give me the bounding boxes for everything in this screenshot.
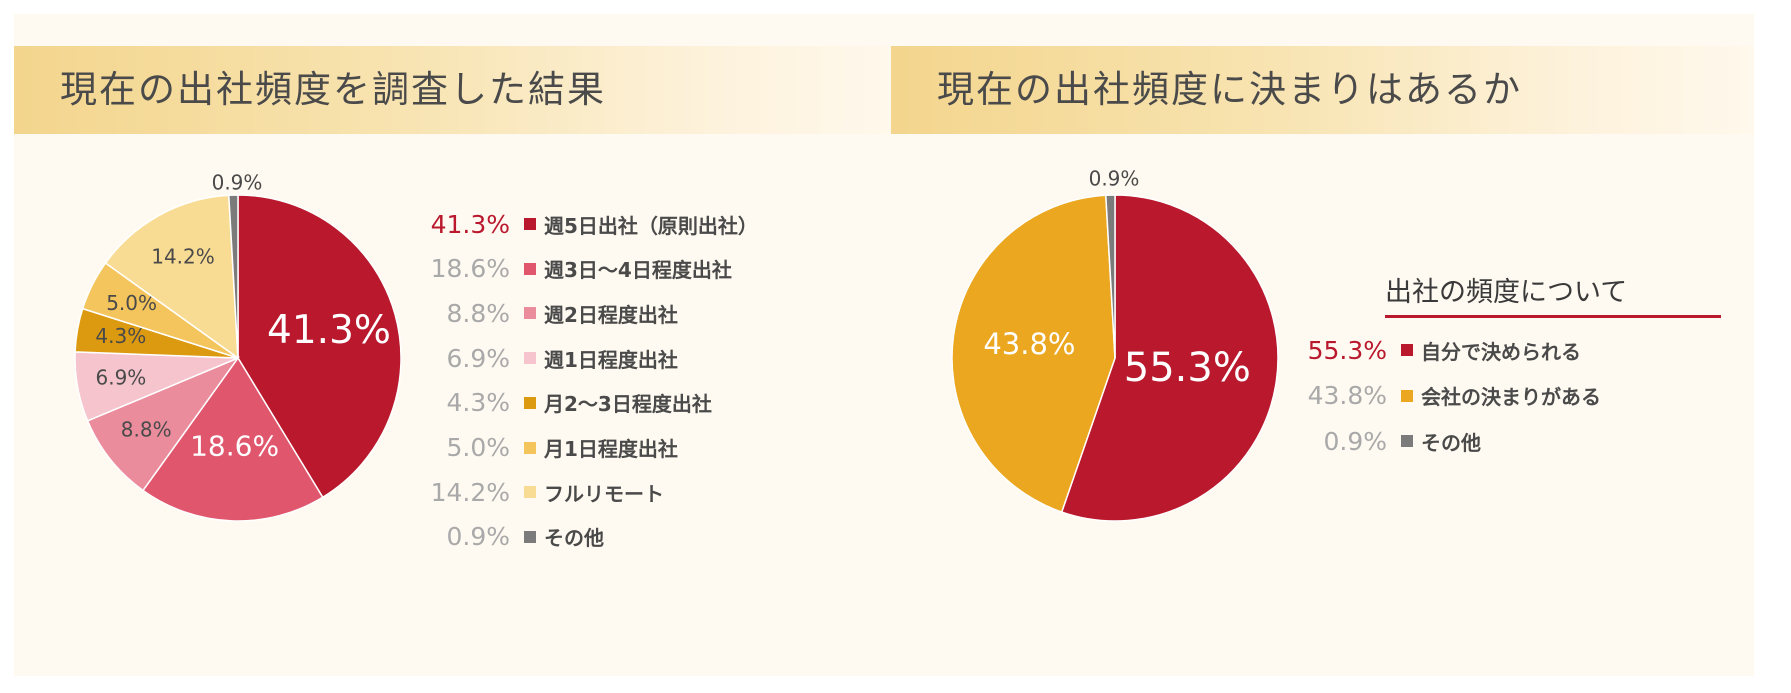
slice-label: 0.9% [1089,167,1140,191]
legend-label: 会社の決まりがある [1421,385,1601,409]
pie-slice [227,194,239,359]
legend-label: 週3日〜4日程度出社 [544,258,732,283]
pie-slice [1060,194,1279,522]
legend-item: 0.9% その他 [414,517,604,557]
legend-swatch [524,441,536,454]
chart-title: 現在の出社頻度を調査した結果 [14,46,894,134]
legend-label: 自分で決められる [1421,339,1581,364]
legend-item: 5.0% 月1日程度出社 [414,428,678,468]
legend-item: 55.3% 自分で決められる [1291,330,1581,370]
legend-swatch [524,530,536,543]
slice-label: 41.3% [267,308,391,353]
slice-label: 6.9% [95,366,146,390]
pie-slice [141,356,324,522]
legend-label: 月2〜3日程度出社 [544,392,712,417]
chart-panel-office-rule: 現在の出社頻度に決まりはあるか 55.3% 43.8% 0.9% 出社の頻度について… [891,14,1754,676]
chart-legend: 55.3% 自分で決められる 43.8% 会社の決まりがある 0.9% その他 [1291,330,1721,470]
slice-label: 43.8% [983,327,1075,361]
pie-chart: 41.3% 18.6% 8.8% 6.9% 4.3% 5.0% 14.2% 0.9% [74,171,402,522]
slice-label: 4.3% [95,324,146,348]
pie-slice [237,194,402,499]
slice-label: 55.3% [1124,345,1251,391]
legend-item: 0.9% その他 [1291,421,1481,461]
legend-label: 週1日程度出社 [544,347,678,372]
legend-percent: 43.8% [1307,381,1387,410]
legend-percent: 14.2% [430,477,510,507]
legend-item: 43.8% 会社の決まりがある [1291,376,1601,416]
slice-label: 5.0% [106,291,157,315]
legend-item: 18.6% 週3日〜4日程度出社 [414,249,732,289]
legend-swatch [524,218,536,230]
legend-label: その他 [1421,430,1481,455]
legend-percent: 55.3% [1307,335,1387,365]
legend-label: その他 [544,526,604,551]
legend-label: 週5日出社（原則出社） [544,213,758,238]
legend-percent: 4.3% [446,388,510,418]
slice-label: 0.9% [212,171,263,195]
pie-chart: 55.3% 43.8% 0.9% [951,167,1279,522]
legend-item: 4.3% 月2〜3日程度出社 [414,383,712,423]
legend-swatch [1401,435,1413,447]
chart-title: 現在の出社頻度に決まりはあるか [891,46,1754,134]
legend-heading: 出社の頻度について [1385,277,1628,308]
legend-label: 週2日程度出社 [544,302,678,327]
legend-percent: 5.0% [446,433,510,462]
slice-label: 18.6% [190,430,279,463]
legend-swatch [1401,389,1413,402]
chart-legend: 41.3% 週5日出社（原則出社） 18.6% 週3日〜4日程度出社 8.8% 週2日程度… [414,204,834,552]
legend-swatch [524,352,536,365]
legend-percent: 8.8% [446,298,510,328]
pie-slice [104,194,239,360]
chart-panel-office-frequency: 現在の出社頻度を調査した結果 41.3% 18.6% 8.8% 6.9% 4.3% 5.0… [14,14,894,676]
legend-item: 8.8% 週2日程度出社 [414,293,678,333]
legend-item: 14.2% フルリモート [414,472,664,512]
legend-divider [1385,315,1721,318]
legend-percent: 0.9% [1323,426,1387,456]
legend-percent: 18.6% [430,254,510,284]
legend-swatch [1401,344,1413,356]
pie-slice [1104,194,1116,359]
legend-swatch [524,396,536,409]
legend-swatch [524,307,536,320]
legend-percent: 0.9% [446,522,510,552]
legend-label: 月1日程度出社 [544,437,678,461]
slice-label: 14.2% [151,245,215,269]
legend-item: 6.9% 週1日程度出社 [414,338,678,378]
legend-label: フルリモート [544,481,664,506]
slice-label: 8.8% [121,418,172,442]
pie-slice [951,194,1116,514]
legend-swatch [524,486,536,499]
pie-slice [86,356,241,492]
legend-item: 41.3% 週5日出社（原則出社） [414,204,758,244]
legend-percent: 41.3% [430,209,510,239]
legend-percent: 6.9% [446,343,510,373]
legend-swatch [524,262,536,275]
